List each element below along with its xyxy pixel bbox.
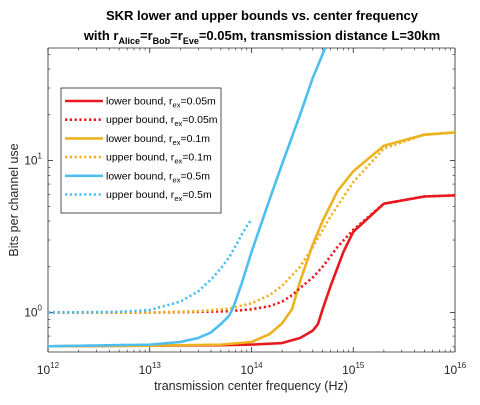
x-tick-label-base-4: 10 [444, 363, 458, 377]
y-tick-label-base-1: 10 [24, 154, 38, 168]
legend-label-2: lower bound, rex=0.1m [106, 133, 210, 147]
chart-title-line1: SKR lower and upper bounds vs. center fr… [106, 8, 419, 23]
legend-label-suffix-0: =0.05m [180, 96, 216, 108]
legend-label-suffix-2: =0.1m [180, 133, 210, 145]
title-line2-suffix: =0.05m, transmission distance L=30km [199, 28, 440, 43]
legend-label-sub-0: ex [173, 101, 181, 110]
series-line-3 [48, 131, 455, 314]
y-axis-label: Bits per channel use [7, 143, 21, 256]
legend-label-sub-2: ex [173, 138, 181, 147]
series-line-2 [48, 131, 455, 348]
legend-label-5: upper bound, rex=0.5m [106, 189, 212, 203]
legend-label-suffix-5: =0.5m [182, 189, 212, 201]
x-tick-label-base-1: 10 [139, 363, 153, 377]
x-tick-label-exp-4: 16 [457, 361, 466, 370]
x-tick-label-0: 1012 [37, 361, 60, 377]
x-tick-label-1: 1013 [139, 361, 162, 377]
legend-box [60, 87, 222, 214]
title-line2-prefix: with r [83, 28, 119, 43]
title-line2-sep1: =r [140, 28, 153, 43]
x-tick-label-2: 1014 [240, 361, 263, 377]
x-tick-label-base-2: 10 [240, 363, 254, 377]
y-tick-label-base-0: 10 [24, 306, 38, 320]
title-line2-sub-bob: Bob [153, 36, 171, 46]
legend-label-0: lower bound, rex=0.05m [106, 96, 216, 110]
title-line2-sub-alice: Alice [118, 36, 140, 46]
legend-label-name-5: upper bound, r [106, 189, 175, 201]
y-tick-label-exp-0: 0 [38, 304, 43, 313]
legend-label-suffix-4: =0.5m [180, 170, 210, 182]
legend-label-name-3: upper bound, r [106, 152, 175, 164]
legend-label-name-1: upper bound, r [106, 114, 175, 126]
legend-label-sub-1: ex [174, 119, 182, 128]
y-tick-label-1: 101 [24, 152, 42, 168]
series-line-1 [48, 194, 455, 314]
legend-label-sub-4: ex [173, 175, 181, 184]
title-line2-sep2: =r [170, 28, 183, 43]
x-axis-label: transmission center frequency (Hz) [154, 379, 348, 393]
x-tick-label-exp-2: 14 [254, 361, 263, 370]
x-tick-label-exp-0: 12 [50, 361, 59, 370]
legend-label-suffix-1: =0.05m [182, 114, 218, 126]
legend-label-name-2: lower bound, r [106, 133, 173, 145]
legend-label-4: lower bound, rex=0.5m [106, 170, 210, 184]
x-tick-label-3: 1015 [342, 361, 365, 377]
legend-label-3: upper bound, rex=0.1m [106, 152, 212, 166]
series-line-0 [48, 194, 455, 348]
x-tick-label-exp-3: 15 [355, 361, 364, 370]
legend-label-name-4: lower bound, r [106, 170, 173, 182]
legend-label-suffix-3: =0.1m [182, 152, 212, 164]
title-line2-sub-eve: Eve [183, 36, 199, 46]
series-line-5 [48, 218, 253, 314]
y-tick-label-exp-1: 1 [38, 152, 43, 161]
x-tick-label-exp-1: 13 [152, 361, 161, 370]
y-tick-label-0: 100 [24, 304, 42, 320]
x-tick-label-base-3: 10 [342, 363, 356, 377]
legend-label-1: upper bound, rex=0.05m [106, 114, 218, 128]
x-tick-label-base-0: 10 [37, 363, 51, 377]
chart-title-line2: with rAlice=rBob=rEve=0.05m, transmissio… [83, 28, 440, 46]
x-tick-label-4: 1016 [444, 361, 467, 377]
series-line-4 [48, 48, 327, 348]
legend-label-sub-3: ex [174, 157, 182, 166]
legend-label-name-0: lower bound, r [106, 96, 173, 108]
series-group [48, 48, 455, 348]
legend-label-sub-5: ex [174, 194, 182, 203]
